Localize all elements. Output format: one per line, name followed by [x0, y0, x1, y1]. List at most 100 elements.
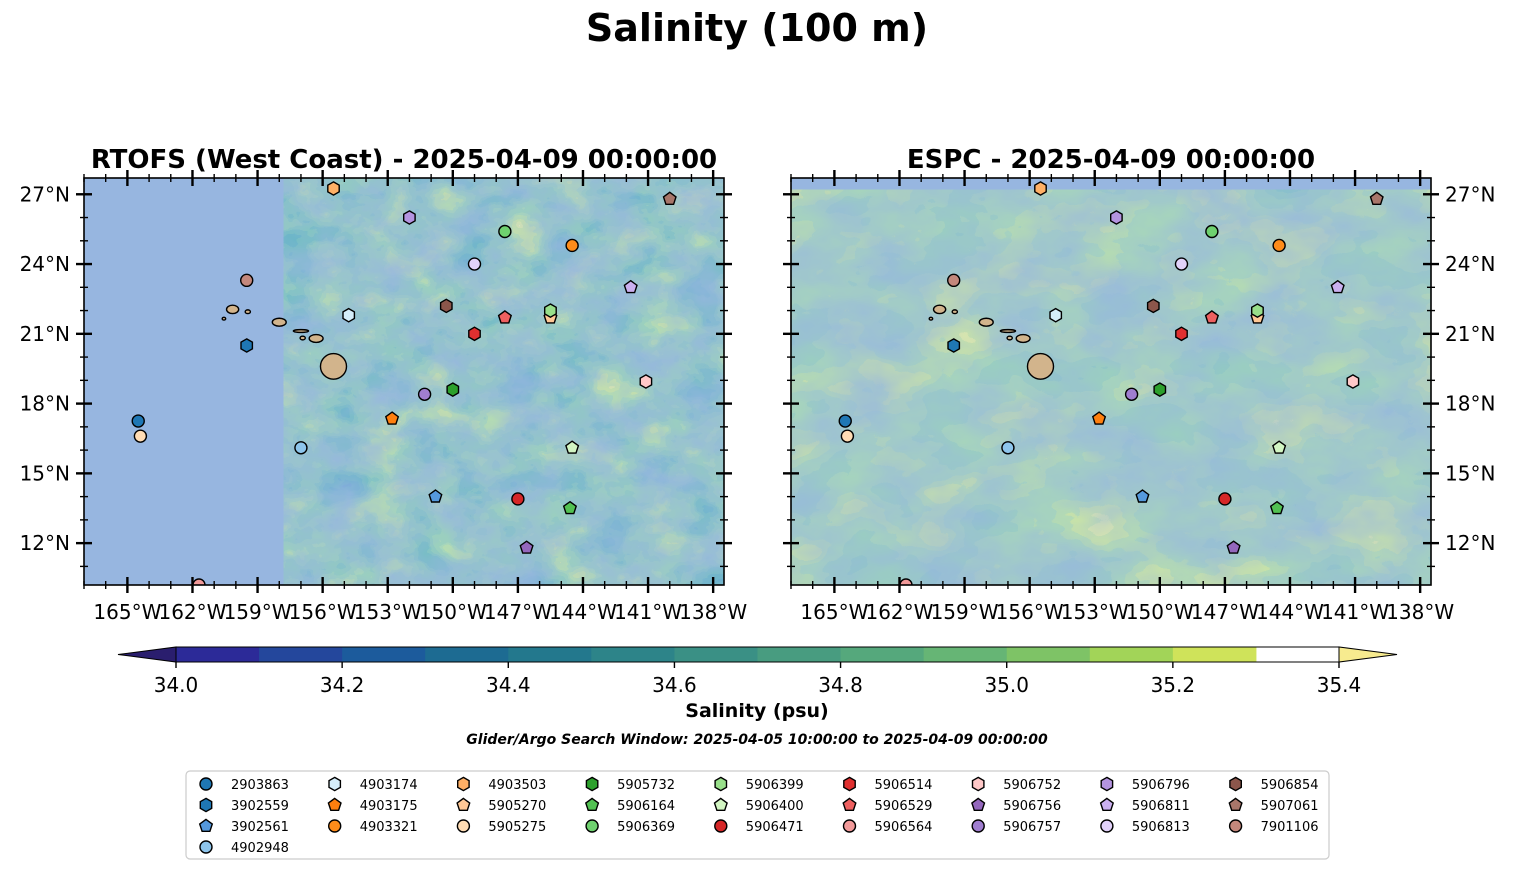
legend-label: 5905732 — [617, 778, 675, 793]
legend-marker-3902561 — [198, 818, 214, 832]
x-tick-label: 153°W — [1061, 600, 1129, 624]
map-frame — [790, 177, 1432, 586]
x-tick-label: 153°W — [354, 600, 422, 624]
legend-label: 5906813 — [1132, 820, 1190, 835]
colorbar-tick-label: 34.4 — [486, 673, 531, 697]
legend-entry: 3902559 — [199, 797, 289, 814]
float-marker-5906752 — [639, 374, 653, 389]
legend-entry: 5906756 — [971, 797, 1061, 814]
legend-entry: 7901106 — [1228, 819, 1319, 835]
colorbar-tick-label: 35.4 — [1317, 673, 1362, 697]
float-marker-5906796 — [1109, 210, 1123, 225]
x-tick-label: 165°W — [800, 600, 868, 624]
colorbar-bin — [1089, 647, 1174, 662]
colorbar-extend-min — [117, 646, 177, 663]
legend-label: 3902561 — [231, 820, 289, 835]
espc-map-panel: ESPC - 2025-04-09 00:00:00 165°W162°W159°… — [783, 145, 1495, 624]
legend-marker-4903321 — [328, 819, 342, 833]
y-tick-label: 21°N — [1445, 322, 1495, 346]
float-marker-5907061 — [1369, 191, 1384, 206]
legend-label: 7901106 — [1261, 820, 1319, 835]
float-marker-5906399 — [544, 303, 557, 319]
legend-entry: 5906796 — [1100, 776, 1190, 793]
float-marker-5906564 — [192, 578, 206, 585]
legend-entry: 4903174 — [328, 776, 418, 793]
legend-marker-5906399 — [714, 776, 728, 792]
colorbar-bin — [1006, 647, 1091, 662]
x-tick-label: 156°W — [289, 600, 357, 624]
float-marker-5906514 — [1175, 326, 1188, 342]
legend-entry: 5906757 — [971, 819, 1061, 835]
float-marker-5906813 — [467, 257, 482, 271]
legend-marker-4903175 — [327, 797, 342, 811]
colorbar-bin — [923, 647, 1008, 662]
legend-label: 4902948 — [231, 841, 289, 856]
x-tick-label: 144°W — [549, 600, 617, 624]
panel-title: ESPC - 2025-04-09 00:00:00 — [907, 145, 1315, 175]
x-tick-label: 138°W — [679, 600, 747, 624]
y-tick-label: 18°N — [20, 392, 70, 416]
legend-label: 5905275 — [488, 820, 546, 835]
colorbar-bin — [259, 647, 343, 662]
legend-label: 5906514 — [875, 778, 933, 793]
float-marker-5906752 — [1346, 374, 1360, 389]
colorbar-bin — [840, 647, 925, 662]
x-tick-label: 159°W — [224, 600, 292, 624]
float-marker-5906796 — [403, 210, 416, 225]
float-marker-7901106 — [947, 273, 961, 288]
legend-entry: 5906854 — [1229, 776, 1319, 793]
legend-marker-5905270 — [456, 797, 471, 811]
legend-marker-3902559 — [199, 797, 213, 813]
float-marker-2903863 — [131, 414, 145, 428]
island — [319, 352, 348, 380]
legend-entry: 5906514 — [843, 776, 933, 793]
float-marker-5906164 — [562, 500, 578, 515]
colorbar-bin — [591, 647, 675, 662]
island — [221, 316, 227, 321]
legend-label: 5906529 — [875, 799, 933, 814]
float-marker-5906854 — [439, 298, 453, 314]
float-marker-5906514 — [468, 326, 481, 342]
legend-marker-4903503 — [457, 776, 470, 792]
colorbar-tick-label: 34.0 — [154, 673, 199, 697]
y-tick-label: 15°N — [1445, 461, 1495, 485]
figure-title: Salinity (100 m) — [585, 6, 929, 50]
legend-marker-5905275 — [456, 819, 471, 833]
rtofs-map-panel: RTOFS (West Coast) - 2025-04-09 00:00:00… — [20, 145, 748, 624]
y-tick-label: 24°N — [20, 252, 70, 276]
float-marker-5905275 — [840, 429, 855, 443]
legend-entry: 5906399 — [714, 776, 804, 793]
float-marker-4903174 — [342, 307, 356, 323]
legend-entry: 4903175 — [327, 797, 418, 814]
legend-label: 5906564 — [875, 820, 933, 835]
island — [928, 316, 934, 321]
colorbar-bin — [176, 647, 260, 662]
float-marker-5905732 — [1153, 382, 1167, 398]
colorbar-bin — [342, 647, 426, 662]
float-marker-5906400 — [565, 440, 580, 454]
legend-label: 4903174 — [360, 778, 418, 793]
float-marker-5906164 — [1269, 500, 1285, 515]
float-marker-5906400 — [1272, 440, 1287, 454]
float-marker-7901106 — [240, 273, 254, 288]
legend-label: 3902559 — [231, 799, 289, 814]
colorbar-bin — [674, 647, 758, 662]
float-marker-3902561 — [428, 489, 443, 503]
float-marker-5906471 — [511, 492, 525, 506]
colorbar-bin — [757, 647, 842, 662]
island — [1015, 333, 1031, 344]
colorbar-bin — [1172, 647, 1257, 662]
legend-entry: 2903863 — [199, 777, 289, 793]
float-marker-5906529 — [497, 310, 513, 324]
legend-label: 5906400 — [746, 799, 804, 814]
legend-marker-2903863 — [199, 777, 213, 791]
legend-marker-5906400 — [713, 797, 728, 811]
legend-entry: 4903503 — [457, 776, 546, 793]
legend-entry: 3902561 — [198, 818, 289, 835]
island — [932, 304, 947, 315]
legend-marker-4903174 — [328, 776, 342, 792]
legend-label: 5906369 — [617, 820, 675, 835]
legend-label: 5906756 — [1003, 799, 1061, 814]
legend-marker-5905732 — [585, 776, 599, 792]
legend-marker-5906369 — [585, 819, 599, 833]
